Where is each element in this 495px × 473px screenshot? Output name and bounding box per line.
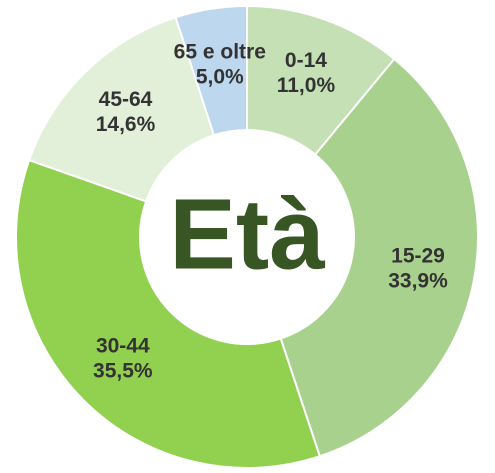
slice-value-label: 11,0% [277,74,336,97]
slice-value-label: 5,0% [196,66,244,89]
slice-category: 30-44 [96,334,150,357]
slice-category: 0-14 [285,49,327,72]
slice [15,158,322,469]
slice-value-label: 14,6% [96,113,156,136]
center-label: Età [169,178,325,290]
slice-category: 65 e oltre [174,41,266,64]
slice [27,16,216,203]
slice-category: 45-64 [99,88,153,111]
slices [15,4,479,469]
slice [174,4,248,137]
slice-value-label: 35,5% [93,359,153,382]
slice [279,57,479,458]
slice-value-label: 33,9% [388,270,448,293]
slice-category: 15-29 [391,245,445,268]
